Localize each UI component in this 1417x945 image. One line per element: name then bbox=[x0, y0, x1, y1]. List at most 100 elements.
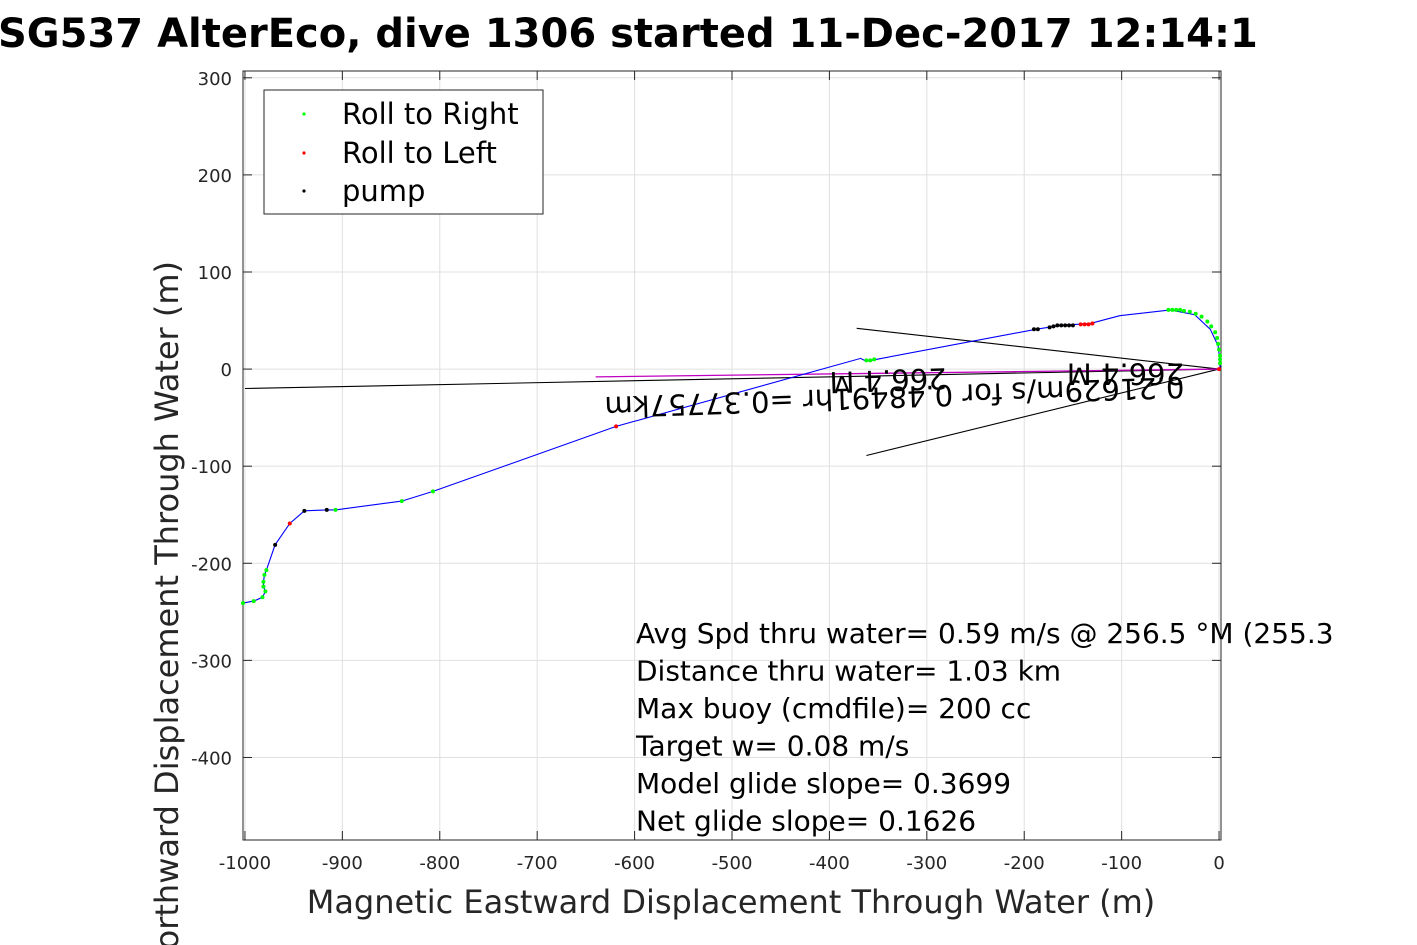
roll-left-marker bbox=[1082, 322, 1087, 327]
roll-right-marker bbox=[1174, 307, 1179, 312]
y-tick-labels: 300 200 100 0 -100 -200 -300 -400 bbox=[191, 69, 232, 770]
legend-marker-roll-left bbox=[302, 151, 306, 155]
legend-label-pump: pump bbox=[342, 174, 425, 208]
roll-right-marker bbox=[1166, 307, 1171, 312]
roll-left-marker bbox=[1217, 367, 1222, 372]
pump-marker bbox=[1031, 327, 1036, 332]
y-tick-label: -300 bbox=[191, 651, 232, 672]
stats-line: Target w= 0.08 m/s bbox=[635, 730, 909, 763]
roll-right-marker bbox=[333, 507, 338, 512]
legend: Roll to Right Roll to Left pump bbox=[263, 89, 544, 215]
roll-right-marker bbox=[1187, 309, 1192, 314]
stats-block: Avg Spd thru water= 0.59 m/s @ 256.5 °M … bbox=[635, 617, 1334, 838]
y-tick-label: 200 bbox=[198, 166, 232, 187]
x-tick-label: -900 bbox=[322, 853, 363, 874]
roll-right-marker bbox=[241, 601, 245, 606]
roll-right-marker bbox=[263, 589, 268, 594]
wedge-line bbox=[866, 368, 1220, 457]
roll-right-marker bbox=[1178, 307, 1183, 312]
roll-right-marker bbox=[1215, 336, 1220, 341]
wedge-line bbox=[856, 327, 1220, 370]
roll-right-marker bbox=[261, 584, 266, 589]
roll-right-marker bbox=[864, 358, 869, 363]
axis-ticks bbox=[243, 71, 1221, 840]
pump-marker bbox=[1055, 323, 1060, 328]
x-tick-labels: -1000 -900 -800 -700 -600 -500 -400 -300 -200 -10… bbox=[219, 853, 1225, 874]
x-axis-label: Magnetic Eastward Displacement Through W… bbox=[307, 883, 1156, 921]
pump-marker bbox=[1059, 323, 1064, 328]
x-tick-label: -200 bbox=[1004, 853, 1045, 874]
roll-right-marker bbox=[1218, 357, 1223, 362]
roll-left-marker bbox=[1078, 322, 1083, 327]
pump-marker bbox=[1070, 323, 1075, 328]
roll-left-marker bbox=[1090, 321, 1095, 326]
pump-marker bbox=[1047, 325, 1052, 330]
roll-right-marker bbox=[1209, 324, 1214, 329]
wedge-line bbox=[244, 368, 1220, 390]
y-tick-label: 300 bbox=[198, 69, 232, 90]
roll-right-marker bbox=[251, 599, 256, 604]
pump-marker bbox=[302, 508, 307, 513]
legend-label-roll-right: Roll to Right bbox=[342, 97, 519, 131]
y-tick-label: 100 bbox=[198, 263, 232, 284]
grid bbox=[243, 71, 1221, 840]
annotations: 0.21629m/s for 0.48491hr =0.37757km266.4… bbox=[604, 356, 1185, 424]
x-tick-label: -400 bbox=[809, 853, 850, 874]
legend-marker-pump bbox=[302, 189, 306, 193]
x-tick-label: -100 bbox=[1101, 853, 1142, 874]
x-tick-label: -800 bbox=[419, 853, 460, 874]
pump-marker bbox=[324, 507, 329, 512]
roll-right-marker bbox=[262, 572, 267, 577]
roll-right-marker bbox=[399, 499, 404, 504]
roll-right-marker bbox=[868, 358, 873, 363]
x-tick-label: 0 bbox=[1213, 853, 1224, 874]
y-tick-label: -200 bbox=[191, 554, 232, 575]
legend-box bbox=[263, 89, 544, 215]
roll-right-marker bbox=[1193, 311, 1198, 316]
roll-right-marker bbox=[1213, 330, 1218, 335]
legend-marker-roll-right bbox=[302, 112, 306, 116]
x-tick-label: -1000 bbox=[219, 853, 271, 874]
stats-line: Model glide slope= 0.3699 bbox=[636, 767, 1011, 800]
roll-right-marker bbox=[264, 568, 269, 573]
roll-right-marker bbox=[1199, 314, 1204, 319]
pump-marker bbox=[1051, 324, 1056, 329]
stats-line: Net glide slope= 0.1626 bbox=[636, 805, 976, 838]
roll-right-marker bbox=[1205, 319, 1210, 324]
stats-line: Avg Spd thru water= 0.59 m/s @ 256.5 °M … bbox=[636, 617, 1334, 650]
y-tick-label: -100 bbox=[191, 457, 232, 478]
roll-left-marker bbox=[287, 521, 292, 526]
roll-right-marker bbox=[1217, 347, 1222, 352]
annotation-text: 266.4 M bbox=[829, 361, 947, 399]
pump-marker bbox=[273, 542, 278, 547]
x-tick-label: -600 bbox=[614, 853, 655, 874]
roll-right-marker bbox=[1218, 353, 1223, 358]
y-tick-label: 0 bbox=[221, 360, 232, 381]
pump-marker bbox=[1063, 323, 1068, 328]
y-axis-label: Magnetic Northward Displacement Through … bbox=[148, 261, 186, 945]
roll-left-marker bbox=[614, 424, 619, 429]
roll-right-marker bbox=[1181, 308, 1186, 313]
roll-right-marker bbox=[1218, 361, 1223, 366]
pump-marker bbox=[1067, 323, 1072, 328]
x-tick-label: -300 bbox=[906, 853, 947, 874]
current-vector-line bbox=[595, 368, 1220, 378]
roll-right-marker bbox=[1216, 341, 1221, 346]
x-tick-label: -700 bbox=[517, 853, 558, 874]
y-tick-label: -400 bbox=[191, 748, 232, 769]
annotation-text: 266.4 M bbox=[1067, 356, 1184, 390]
current-wedge bbox=[244, 327, 1220, 457]
roll-right-marker bbox=[260, 595, 265, 600]
roll-right-marker bbox=[430, 489, 435, 494]
chart-title: SG537 AlterEco, dive 1306 started 11-Dec… bbox=[0, 11, 1258, 57]
roll-right-marker bbox=[261, 579, 266, 584]
x-tick-label: -500 bbox=[712, 853, 753, 874]
roll-left-marker bbox=[1086, 322, 1091, 327]
roll-right-marker bbox=[1170, 307, 1175, 312]
stats-line: Distance thru water= 1.03 km bbox=[636, 655, 1061, 688]
markers bbox=[241, 307, 1223, 606]
legend-label-roll-left: Roll to Left bbox=[342, 136, 497, 170]
stats-line: Max buoy (cmdfile)= 200 cc bbox=[636, 692, 1031, 725]
current-vector bbox=[595, 368, 1220, 378]
